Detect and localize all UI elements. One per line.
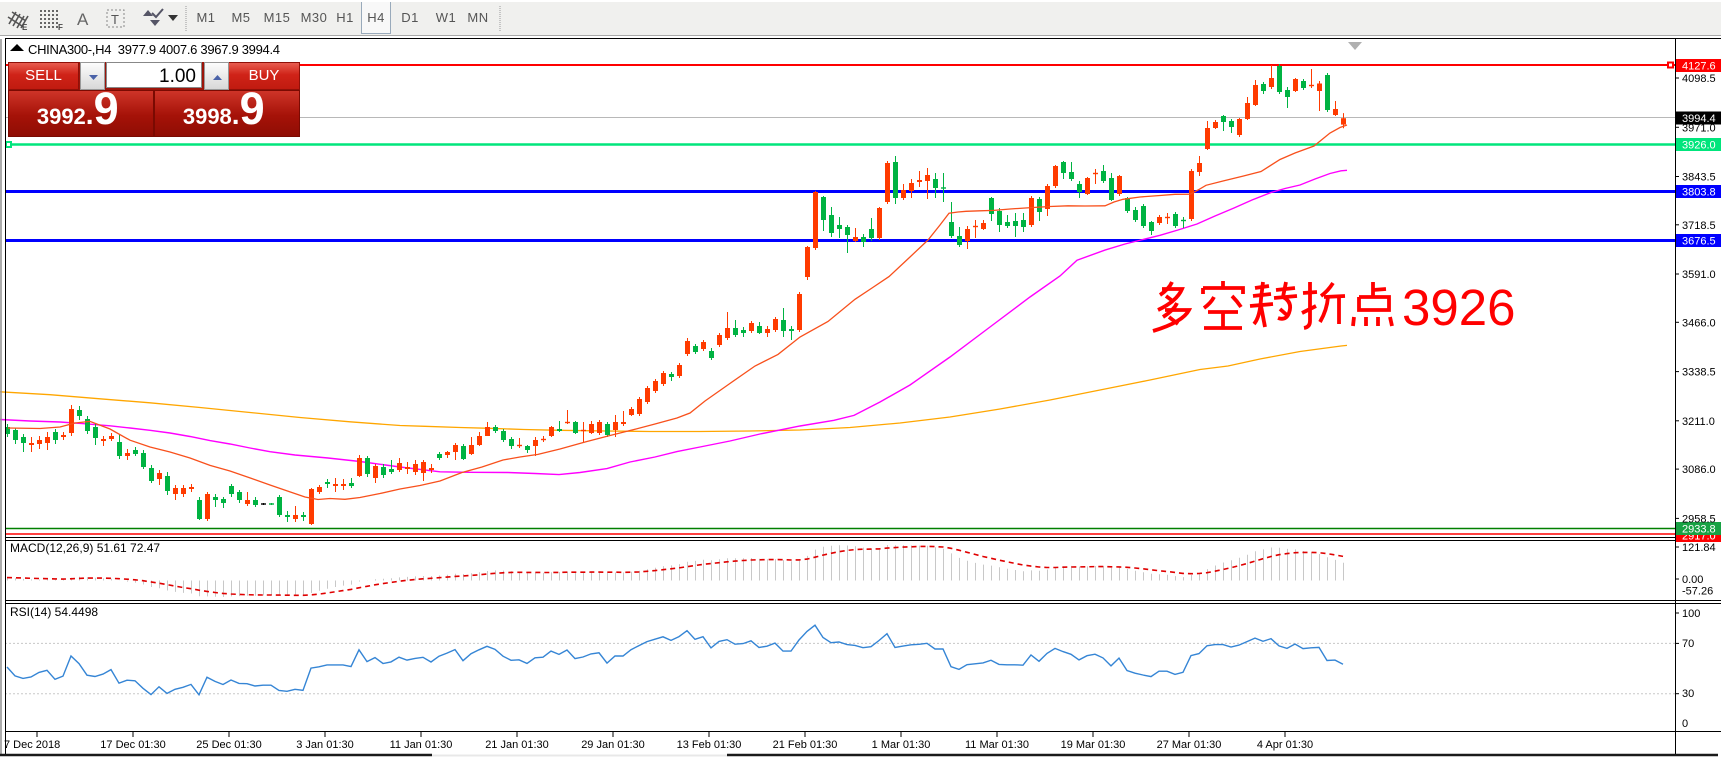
svg-text:3926.0: 3926.0 [1682,140,1716,152]
svg-text:CHINA300-,H4 3977.9 4007.6 39: CHINA300-,H4 3977.9 4007.6 3967.9 3994.4 [28,42,280,57]
svg-text:T: T [111,12,119,27]
svg-text:29 Jan 01:30: 29 Jan 01:30 [581,739,645,751]
svg-text:4127.6: 4127.6 [1682,61,1716,73]
svg-text:3676.5: 3676.5 [1682,236,1716,248]
svg-text:2958.5: 2958.5 [1682,513,1716,525]
svg-text:-57.26: -57.26 [1682,586,1713,598]
svg-text:MACD(12,26,9) 51.61 72.47: MACD(12,26,9) 51.61 72.47 [10,541,160,555]
svg-text:70: 70 [1682,638,1694,650]
svg-text:4 Apr 01:30: 4 Apr 01:30 [1257,739,1313,751]
svg-text:11 Mar 01:30: 11 Mar 01:30 [965,739,1029,751]
svg-text:1 Mar 01:30: 1 Mar 01:30 [872,739,931,751]
svg-text:100: 100 [1682,608,1700,620]
svg-text:4098.5: 4098.5 [1682,73,1716,85]
svg-text:3971.0: 3971.0 [1682,122,1716,134]
svg-text:F: F [58,23,63,32]
svg-text:3211.0: 3211.0 [1682,416,1715,428]
svg-text:3086.0: 3086.0 [1682,464,1716,476]
svg-text:25 Dec 01:30: 25 Dec 01:30 [196,739,261,751]
svg-text:0: 0 [1682,718,1688,730]
svg-text:3926: 3926 [1402,279,1515,336]
svg-text:3803.8: 3803.8 [1682,187,1716,199]
svg-text:3718.5: 3718.5 [1682,220,1716,232]
svg-text:11 Jan 01:30: 11 Jan 01:30 [390,739,453,751]
svg-text:3994.4: 3994.4 [1682,113,1716,125]
svg-text:E: E [22,23,28,32]
svg-text:3 Jan 01:30: 3 Jan 01:30 [296,739,354,751]
svg-text:17 Dec 01:30: 17 Dec 01:30 [100,739,165,751]
svg-text:13 Feb 01:30: 13 Feb 01:30 [677,739,742,751]
svg-text:30: 30 [1682,688,1694,700]
svg-text:21 Jan 01:30: 21 Jan 01:30 [485,739,549,751]
svg-text:3591.0: 3591.0 [1682,269,1716,281]
svg-text:7 Dec 2018: 7 Dec 2018 [4,739,60,751]
svg-text:2933.8: 2933.8 [1682,524,1716,536]
svg-text:3843.5: 3843.5 [1682,172,1716,184]
svg-text:0.00: 0.00 [1682,574,1703,586]
svg-text:RSI(14) 54.4498: RSI(14) 54.4498 [10,605,98,619]
svg-text:A: A [77,10,89,29]
svg-text:3466.0: 3466.0 [1682,317,1716,329]
svg-text:121.84: 121.84 [1682,542,1716,554]
svg-text:19 Mar 01:30: 19 Mar 01:30 [1061,739,1126,751]
svg-text:27 Mar 01:30: 27 Mar 01:30 [1157,739,1222,751]
svg-text:21 Feb 01:30: 21 Feb 01:30 [773,739,838,751]
svg-text:3338.5: 3338.5 [1682,367,1716,379]
